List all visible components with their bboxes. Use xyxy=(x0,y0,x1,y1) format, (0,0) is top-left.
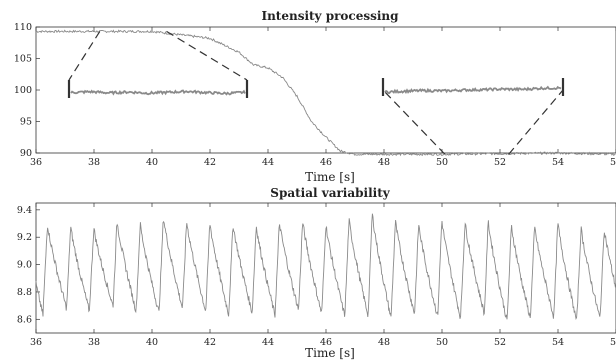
zoom-inset-trace xyxy=(384,85,562,95)
x-tick-label: 46 xyxy=(320,157,332,168)
x-tick-label: 56 xyxy=(610,337,616,348)
x-tick-label: 40 xyxy=(146,337,158,348)
x-tick-label: 48 xyxy=(378,337,390,348)
y-tick-label: 9.4 xyxy=(17,205,32,216)
x-axis-ticks: 36 38 40 42 44 46 48 50 52 54 56 xyxy=(30,203,616,348)
chart-title: Spatial variability xyxy=(270,186,390,200)
x-tick-label: 52 xyxy=(494,337,506,348)
y-tick-label: 100 xyxy=(14,85,32,96)
x-tick-label: 42 xyxy=(204,157,216,168)
zoom-connector xyxy=(508,89,564,155)
y-tick-label: 9.0 xyxy=(17,260,32,271)
x-tick-label: 50 xyxy=(436,157,448,168)
x-tick-label: 54 xyxy=(552,157,564,168)
x-axis-label: Time [s] xyxy=(305,170,355,184)
x-tick-label: 38 xyxy=(88,337,100,348)
chart-title: Intensity processing xyxy=(261,9,399,23)
y-tick-label: 110 xyxy=(14,22,32,33)
series-line xyxy=(35,213,616,320)
y-tick-label: 90 xyxy=(20,148,32,159)
x-tick-label: 44 xyxy=(262,337,274,348)
y-tick-label: 105 xyxy=(14,54,32,65)
plot-frame xyxy=(35,202,616,334)
intensity-panel: Intensity processing 90 95 100 105 110 36 38 4… xyxy=(14,9,616,184)
y-tick-label: 9.2 xyxy=(17,232,32,243)
y-tick-label: 8.8 xyxy=(17,287,32,298)
zoom-insets xyxy=(67,30,565,155)
x-axis-label: Time [s] xyxy=(305,346,355,360)
x-tick-label: 38 xyxy=(88,157,100,168)
x-tick-label: 50 xyxy=(436,337,448,348)
y-tick-label: 8.6 xyxy=(17,314,32,325)
x-tick-label: 52 xyxy=(494,157,506,168)
x-tick-label: 36 xyxy=(30,337,42,348)
x-tick-label: 46 xyxy=(320,337,332,348)
x-tick-label: 56 xyxy=(610,157,616,168)
y-tick-label: 95 xyxy=(20,117,32,128)
series-line xyxy=(35,29,616,157)
zoom-connector xyxy=(382,89,446,155)
x-tick-label: 36 xyxy=(30,157,42,168)
x-tick-label: 48 xyxy=(378,157,390,168)
y-axis-ticks: 8.6 8.8 9.0 9.2 9.4 xyxy=(17,205,40,325)
spatial-panel: Spatial variability 8.6 8.8 9.0 9.2 9.4 36 38… xyxy=(17,186,616,360)
zoom-connector xyxy=(166,30,248,81)
x-tick-label: 40 xyxy=(146,157,158,168)
x-tick-label: 42 xyxy=(204,337,216,348)
x-axis-ticks: 36 38 40 42 44 46 48 50 52 54 56 xyxy=(30,27,616,168)
zoom-inset-trace xyxy=(70,89,246,96)
zoom-connector xyxy=(68,31,101,81)
y-axis-ticks: 90 95 100 105 110 xyxy=(14,22,40,159)
x-tick-label: 54 xyxy=(552,337,564,348)
x-tick-label: 44 xyxy=(262,157,274,168)
